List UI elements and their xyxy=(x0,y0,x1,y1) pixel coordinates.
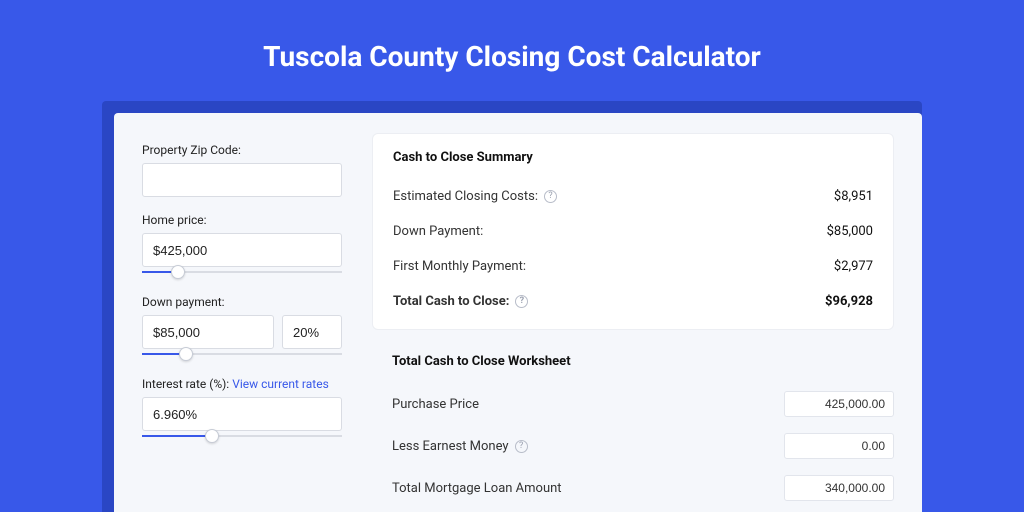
worksheet-label-text: Total Mortgage Loan Amount xyxy=(392,481,562,496)
help-icon[interactable]: ? xyxy=(515,440,528,453)
summary-label-text: Estimated Closing Costs: xyxy=(393,189,538,204)
worksheet-label: Purchase Price xyxy=(392,397,479,412)
worksheet-row: Purchase Price xyxy=(372,383,894,425)
worksheet-label-text: Purchase Price xyxy=(392,397,479,412)
interest-rate-slider[interactable] xyxy=(142,429,342,443)
help-icon[interactable]: ? xyxy=(544,190,557,203)
worksheet-label-text: Less Earnest Money xyxy=(392,439,509,454)
zip-field: Property Zip Code: xyxy=(142,143,342,197)
home-price-input[interactable] xyxy=(142,233,342,267)
down-payment-pct-input[interactable] xyxy=(282,315,342,349)
summary-row: First Monthly Payment: $2,977 xyxy=(393,249,873,284)
interest-rate-label-text: Interest rate (%): xyxy=(142,377,229,391)
summary-label: Estimated Closing Costs: ? xyxy=(393,189,557,204)
worksheet-row: Total Mortgage Loan Amount xyxy=(372,467,894,509)
summary-card: Cash to Close Summary Estimated Closing … xyxy=(372,133,894,330)
worksheet-input[interactable] xyxy=(784,475,894,501)
interest-rate-field: Interest rate (%): View current rates xyxy=(142,377,342,443)
summary-title: Cash to Close Summary xyxy=(393,150,873,165)
summary-label: First Monthly Payment: xyxy=(393,259,526,274)
inputs-panel: Property Zip Code: Home price: Down paym… xyxy=(114,113,364,512)
worksheet-input[interactable] xyxy=(784,391,894,417)
interest-rate-label: Interest rate (%): View current rates xyxy=(142,377,342,391)
down-payment-input[interactable] xyxy=(142,315,274,349)
summary-total-label: Total Cash to Close: ? xyxy=(393,294,528,309)
summary-value: $8,951 xyxy=(834,189,873,204)
interest-rate-input[interactable] xyxy=(142,397,342,431)
summary-label-text: Down Payment: xyxy=(393,224,483,239)
results-panel: Cash to Close Summary Estimated Closing … xyxy=(364,113,922,512)
slider-thumb[interactable] xyxy=(179,347,193,361)
zip-input[interactable] xyxy=(142,163,342,197)
calculator-card: Property Zip Code: Home price: Down paym… xyxy=(114,113,922,512)
summary-total-label-text: Total Cash to Close: xyxy=(393,294,509,309)
summary-label-text: First Monthly Payment: xyxy=(393,259,526,274)
slider-fill xyxy=(142,435,212,437)
worksheet-label: Less Earnest Money ? xyxy=(392,439,528,454)
view-rates-link[interactable]: View current rates xyxy=(232,377,329,391)
summary-total-row: Total Cash to Close: ? $96,928 xyxy=(393,284,873,319)
down-payment-field: Down payment: xyxy=(142,295,342,361)
worksheet-title: Total Cash to Close Worksheet xyxy=(372,348,894,383)
slider-thumb[interactable] xyxy=(205,429,219,443)
home-price-label: Home price: xyxy=(142,213,342,227)
worksheet-section: Total Cash to Close Worksheet Purchase P… xyxy=(372,348,894,512)
summary-label: Down Payment: xyxy=(393,224,483,239)
summary-total-value: $96,928 xyxy=(825,294,873,309)
worksheet-row: Less Earnest Money ? xyxy=(372,425,894,467)
summary-row: Estimated Closing Costs: ? $8,951 xyxy=(393,179,873,214)
card-shadow: Property Zip Code: Home price: Down paym… xyxy=(102,101,922,512)
down-payment-slider[interactable] xyxy=(142,347,342,361)
summary-value: $85,000 xyxy=(827,224,873,239)
summary-row: Down Payment: $85,000 xyxy=(393,214,873,249)
page-title: Tuscola County Closing Cost Calculator xyxy=(263,40,761,73)
zip-label: Property Zip Code: xyxy=(142,143,342,157)
home-price-field: Home price: xyxy=(142,213,342,279)
worksheet-input[interactable] xyxy=(784,433,894,459)
worksheet-label: Total Mortgage Loan Amount xyxy=(392,481,562,496)
summary-value: $2,977 xyxy=(834,259,873,274)
home-price-slider[interactable] xyxy=(142,265,342,279)
down-payment-label: Down payment: xyxy=(142,295,342,309)
slider-thumb[interactable] xyxy=(171,265,185,279)
help-icon[interactable]: ? xyxy=(515,295,528,308)
